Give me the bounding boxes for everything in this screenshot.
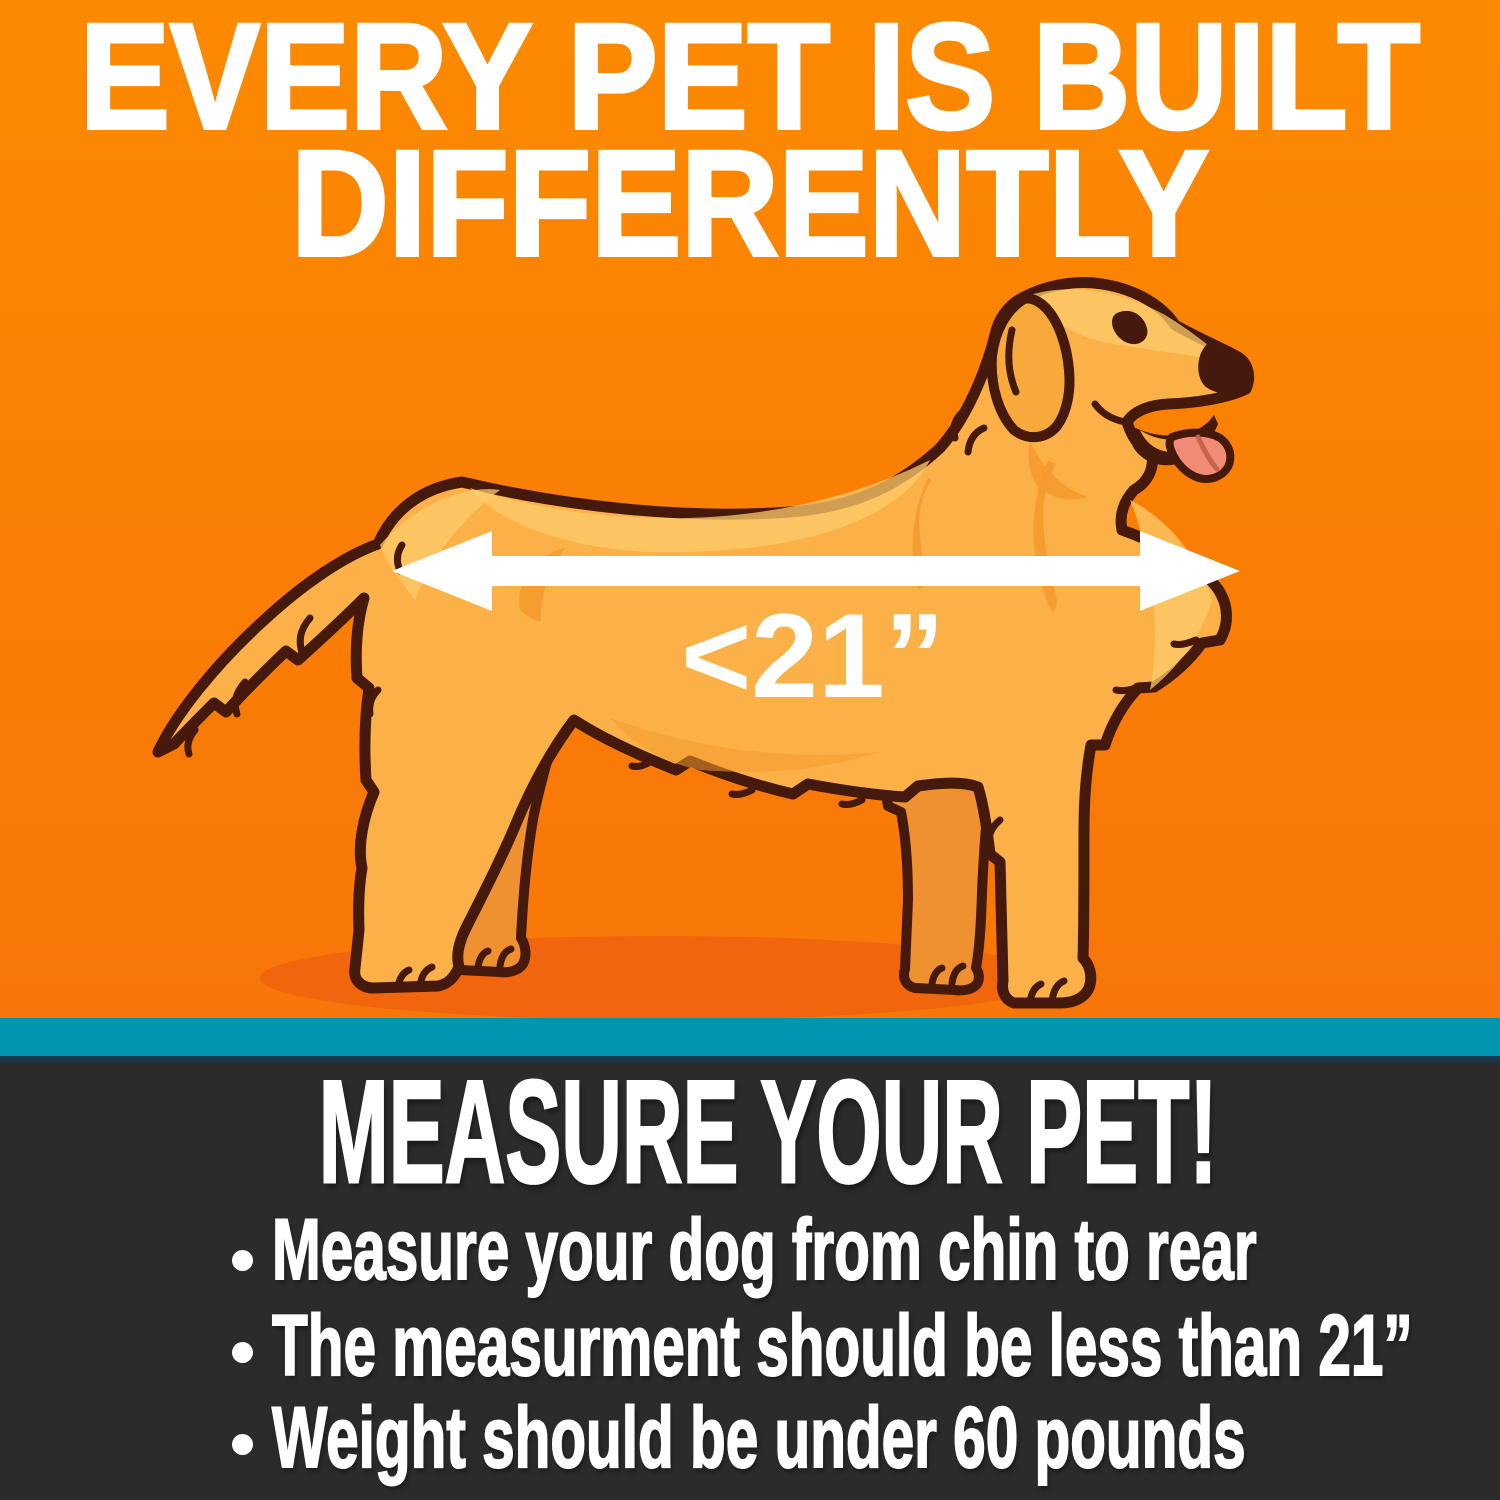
- divider-stripe: [0, 1018, 1500, 1062]
- bullet-item-3: Weight should be under 60 pounds: [271, 1390, 1246, 1486]
- bullet-dot: [232, 1250, 253, 1271]
- title-line-2: DIFFERENTLY: [289, 119, 1210, 287]
- dog-eye: [1112, 310, 1148, 345]
- dog-belly-shade: [610, 718, 880, 772]
- title-line-1: EVERY PET IS BUILT: [78, 0, 1422, 160]
- bullet-dot: [232, 1434, 253, 1455]
- dog-nose: [1198, 343, 1250, 394]
- bullet-item-1: Measure your dog from chin to rear: [271, 1202, 1257, 1298]
- dog-body: [152, 277, 1255, 1009]
- measurement-arrow: [392, 531, 1240, 611]
- dog-tongue-crease: [1195, 434, 1220, 472]
- instructions-section: MEASURE YOUR PET! Measure your dog from …: [0, 1050, 1500, 1500]
- dog-cheek-shade: [1028, 440, 1088, 500]
- dog-back-highlight: [470, 460, 930, 553]
- section-heading: MEASURE YOUR PET!: [318, 1050, 1218, 1213]
- bullet-item-2: The measurment should be less than 21”: [271, 1298, 1413, 1394]
- dog-ear-inner-line: [1005, 326, 1020, 396]
- page-title: EVERY PET IS BUILT DIFFERENTLY: [75, 0, 1425, 280]
- dog-ear: [986, 293, 1075, 442]
- hero-section: EVERY PET IS BUILT DIFFERENTLY: [0, 0, 1500, 1018]
- measurement-label: <21”: [681, 589, 945, 723]
- bullet-dot: [232, 1342, 253, 1363]
- dog-illustration: <21”: [152, 277, 1255, 1018]
